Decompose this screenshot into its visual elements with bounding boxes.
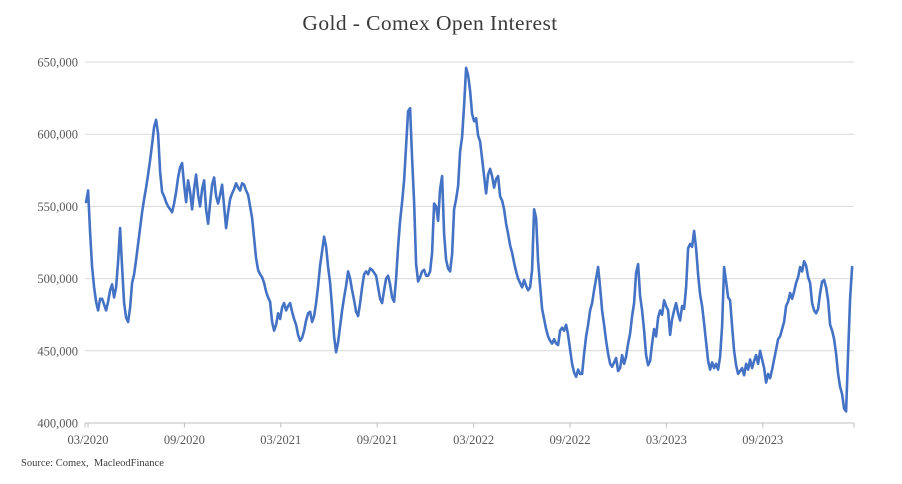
x-axis-label: 09/2020	[164, 433, 205, 447]
source-note: Source: Comex, MacleodFinance	[21, 458, 164, 469]
chart-title: Gold - Comex Open Interest	[302, 11, 558, 35]
y-axis-label: 600,000	[37, 128, 78, 142]
y-axis-label: 400,000	[37, 417, 78, 431]
x-axis-label: 03/2022	[453, 433, 494, 447]
y-axis-label: 550,000	[37, 200, 78, 214]
y-axis-label: 450,000	[37, 344, 78, 358]
x-axis-label: 03/2021	[260, 433, 301, 447]
x-axis-label: 09/2021	[357, 433, 398, 447]
x-axis-label: 09/2023	[742, 433, 783, 447]
x-axis-label: 09/2022	[550, 433, 591, 447]
y-axis-label: 650,000	[37, 56, 78, 70]
x-axis-label: 03/2023	[646, 433, 687, 447]
y-axis-label: 500,000	[37, 272, 78, 286]
x-axis-label: 03/2020	[68, 433, 109, 447]
open-interest-series-line	[84, 66, 854, 413]
